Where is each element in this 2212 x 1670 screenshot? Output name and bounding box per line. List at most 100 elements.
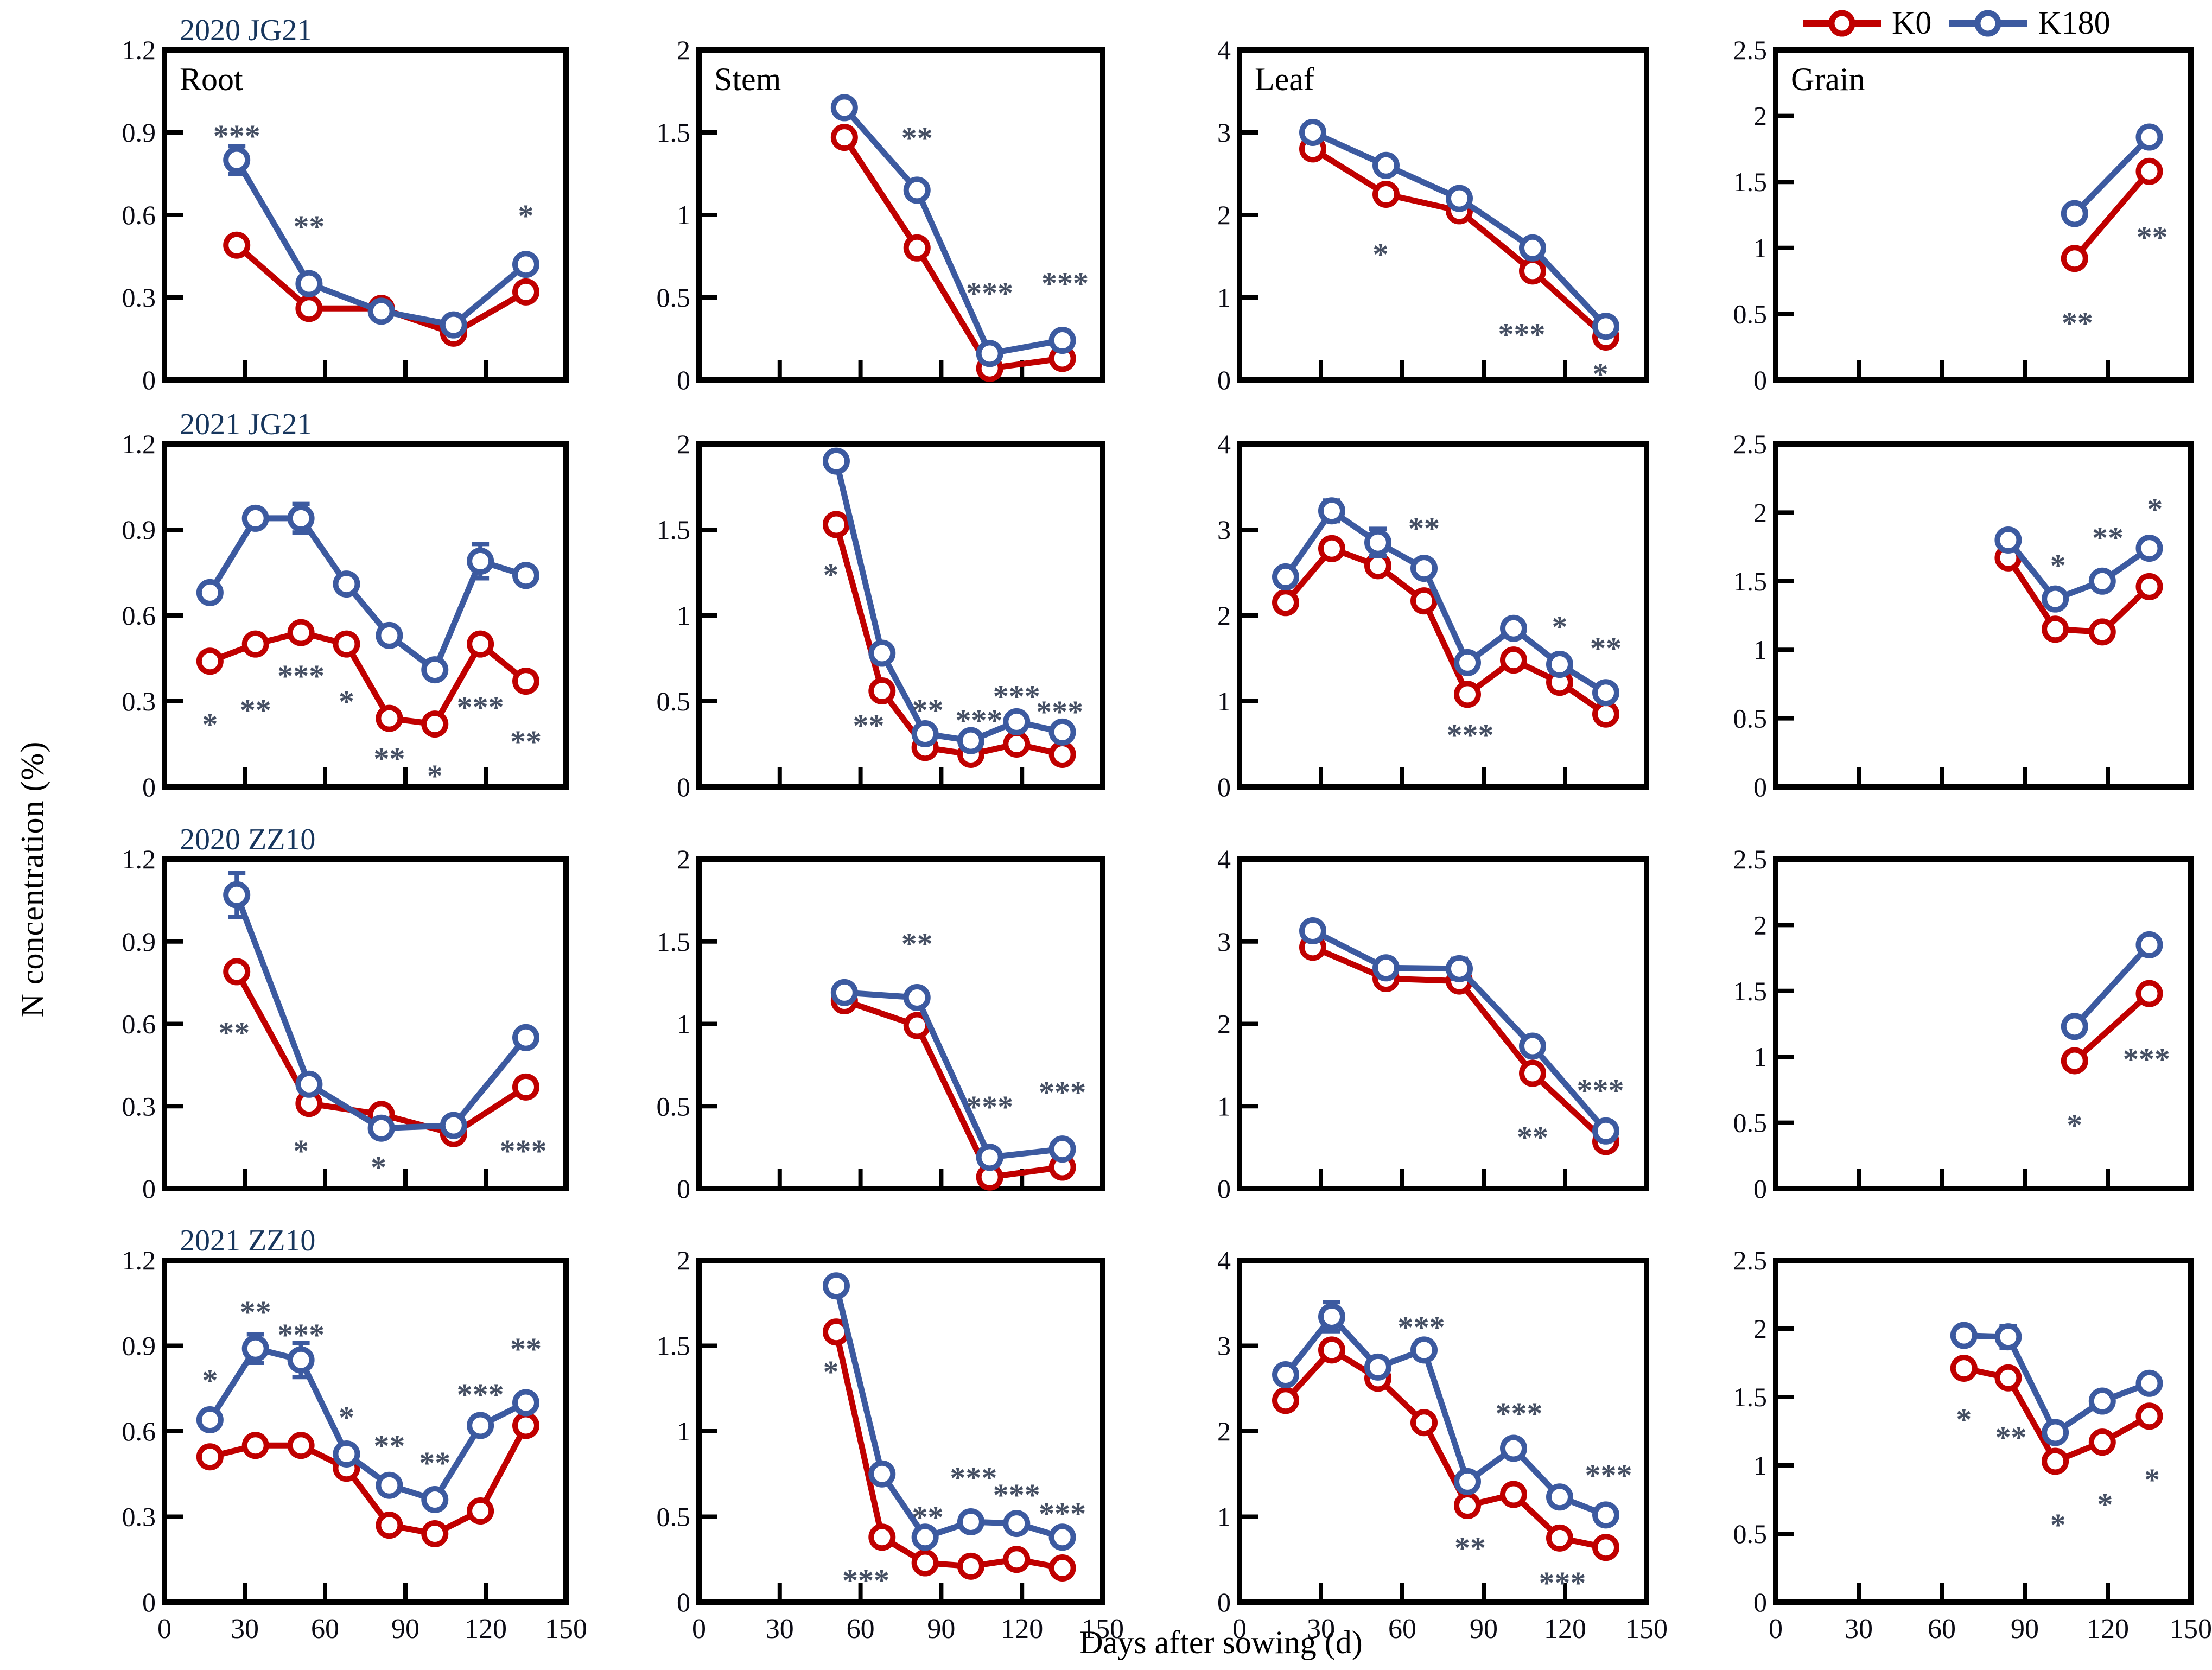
data-point-k180 bbox=[2042, 585, 2069, 613]
y-tick-label: 1 bbox=[1753, 1450, 1767, 1481]
data-point-k180 bbox=[421, 656, 449, 684]
data-point-k180 bbox=[1048, 718, 1076, 746]
significance-star: *** bbox=[966, 1089, 1013, 1125]
y-tick-label: 2 bbox=[1753, 101, 1767, 131]
data-point-k180 bbox=[467, 1412, 494, 1439]
y-tick-label: 1.5 bbox=[1733, 167, 1768, 197]
data-point-k0 bbox=[2088, 618, 2116, 646]
data-point-k180 bbox=[911, 1523, 939, 1551]
y-tick-label: 0 bbox=[677, 1587, 690, 1617]
significance-star: * bbox=[2144, 1462, 2160, 1497]
chart-panel-2021-zz10-grain: 00.511.522.50 30 60 90 120 150****** bbox=[1733, 1245, 2212, 1644]
data-point-k0 bbox=[868, 1523, 896, 1551]
significance-star: *** bbox=[966, 276, 1013, 311]
data-point-k0 bbox=[512, 278, 539, 306]
legend-item-k180: K180 bbox=[1947, 4, 2111, 42]
plot-border bbox=[1773, 441, 2194, 790]
significance-star: *** bbox=[457, 1377, 504, 1412]
data-point-k180 bbox=[1299, 119, 1326, 146]
data-point-k180 bbox=[1500, 614, 1527, 642]
k0-line-marker-icon bbox=[1803, 10, 1881, 36]
x-tick-label: 90 bbox=[2011, 1614, 2039, 1644]
significance-star: *** bbox=[1447, 717, 1494, 753]
data-point-k0 bbox=[196, 1443, 224, 1471]
legend-item-k0: K0 bbox=[1801, 4, 1931, 42]
data-point-k180 bbox=[957, 1508, 984, 1535]
y-tick-label: 2 bbox=[677, 429, 690, 459]
x-tick-label: 30 bbox=[231, 1614, 259, 1644]
chart-panel-2021-jg21-stem: 00.511.52*** ** ********* bbox=[657, 429, 1105, 802]
y-tick-label: 0.5 bbox=[1733, 1519, 1768, 1549]
series-line-k0 bbox=[1963, 1365, 2151, 1464]
y-tick-label: 1.5 bbox=[657, 117, 691, 148]
data-point-k0 bbox=[295, 295, 323, 322]
significance-star: * bbox=[823, 1354, 839, 1389]
significance-star: * bbox=[1552, 609, 1568, 645]
x-tick-label: 0 bbox=[1232, 1614, 1247, 1644]
data-point-k0 bbox=[1592, 1534, 1619, 1561]
k180-line-marker-icon bbox=[1949, 10, 2027, 36]
data-point-k0 bbox=[1500, 1481, 1527, 1508]
data-point-k0 bbox=[2088, 1428, 2116, 1456]
y-tick-label: 1.5 bbox=[657, 515, 691, 545]
x-tick-label: 90 bbox=[1470, 1614, 1498, 1644]
data-point-k180 bbox=[1994, 1323, 2022, 1351]
significance-star: ** bbox=[853, 708, 884, 743]
data-point-k180 bbox=[376, 1471, 403, 1499]
data-point-k180 bbox=[196, 579, 224, 606]
data-point-k0 bbox=[1994, 1364, 2022, 1392]
y-tick-label: 2 bbox=[1217, 200, 1231, 230]
significance-star: *** bbox=[950, 1460, 997, 1495]
y-tick-label: 0.6 bbox=[122, 200, 156, 230]
data-point-k180 bbox=[1519, 1032, 1546, 1060]
x-tick-label: 60 bbox=[1388, 1614, 1416, 1644]
significance-star: * bbox=[1373, 237, 1389, 272]
y-tick-label: 0 bbox=[1217, 365, 1231, 395]
data-point-k0 bbox=[903, 234, 931, 262]
significance-star: ** bbox=[2062, 305, 2093, 340]
series-line-k0 bbox=[1311, 146, 1608, 340]
y-tick-label: 4 bbox=[1217, 429, 1231, 459]
significance-star: ** bbox=[373, 1428, 405, 1464]
data-point-k180 bbox=[376, 621, 403, 649]
significance-star: * bbox=[202, 1363, 218, 1398]
significance-star: * bbox=[371, 1150, 386, 1185]
chart-panel-2021-zz10-stem: 00.511.520 30 60 90 120 150*************** bbox=[657, 1245, 1124, 1644]
series-line-k180 bbox=[2072, 943, 2152, 1029]
significance-star: *** bbox=[1496, 1396, 1543, 1431]
significance-star: *** bbox=[277, 658, 325, 694]
data-point-k180 bbox=[1994, 526, 2022, 554]
data-point-k180 bbox=[421, 1486, 449, 1513]
x-tick-label: 150 bbox=[1625, 1614, 1668, 1644]
series-line-k0 bbox=[843, 998, 1063, 1180]
data-point-k0 bbox=[421, 710, 449, 738]
series-line-k0 bbox=[1283, 1347, 1607, 1551]
data-point-k180 bbox=[2042, 1419, 2069, 1446]
y-tick-label: 0 bbox=[1217, 1587, 1231, 1617]
data-point-k0 bbox=[2042, 615, 2069, 643]
x-axis-title: Days after sowing (d) bbox=[1079, 1624, 1363, 1660]
y-tick-label: 2 bbox=[677, 844, 690, 874]
data-point-k180 bbox=[333, 570, 360, 598]
x-tick-label: 30 bbox=[1307, 1614, 1335, 1644]
data-point-k0 bbox=[512, 1073, 539, 1101]
data-point-k180 bbox=[1546, 651, 1573, 678]
y-tick-label: 0.5 bbox=[1733, 299, 1768, 329]
plot-border bbox=[1237, 856, 1649, 1191]
data-point-k0 bbox=[1003, 1546, 1031, 1573]
significance-star: * bbox=[518, 198, 534, 233]
data-point-k180 bbox=[2135, 931, 2163, 958]
y-tick-label: 0.5 bbox=[1733, 703, 1768, 734]
row-title-2021-jg21: 2021 JG21 bbox=[180, 408, 313, 441]
data-point-k180 bbox=[903, 176, 931, 204]
significance-star: ** bbox=[912, 1500, 944, 1535]
y-tick-label: 0.9 bbox=[122, 515, 156, 545]
legend-label-k180: K180 bbox=[2038, 5, 2111, 41]
data-point-k0 bbox=[1003, 731, 1031, 758]
data-point-k0 bbox=[223, 231, 251, 259]
data-point-k180 bbox=[1950, 1322, 1978, 1349]
x-tick-label: 60 bbox=[311, 1614, 339, 1644]
data-point-k0 bbox=[2061, 245, 2088, 272]
